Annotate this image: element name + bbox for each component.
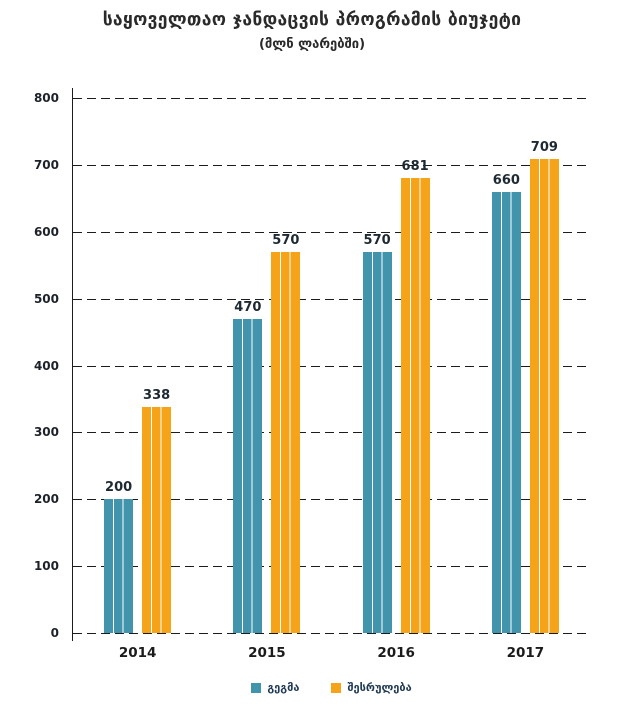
- gridline: [73, 633, 590, 634]
- chart-title: საყოველთაო ჯანდაცვის პროგრამის ბიუჯეტი: [102, 10, 522, 30]
- gridline: [73, 298, 590, 300]
- bar-group-2017: 660 709: [461, 98, 590, 633]
- y-axis-tick-label: 500: [33, 291, 59, 306]
- legend-label: შესრულება: [347, 681, 412, 694]
- x-axis-label: 2014: [118, 645, 157, 661]
- legend-item: გეგმა: [251, 681, 299, 694]
- bar-value-label: 338: [143, 388, 171, 403]
- bar-series-1-2017: 709: [529, 140, 559, 633]
- gridline: [73, 231, 590, 233]
- legend: გეგმა შესრულება: [73, 681, 590, 694]
- y-axis-line: [71, 88, 73, 641]
- bar-value-label: 660: [492, 173, 520, 188]
- y-axis-tick-label: 100: [33, 559, 59, 574]
- bar-group-2014: 200 338: [73, 98, 202, 633]
- bar-groups: 200 338 470 570 570 681 660 709: [73, 98, 590, 633]
- legend-item: შესრულება: [331, 681, 412, 694]
- gridline: [73, 499, 590, 501]
- x-axis-label: 2016: [377, 645, 415, 661]
- gridline: [73, 98, 590, 99]
- x-axis-label: 2015: [248, 645, 286, 661]
- plot-area: 0 100 200 300 400 500 600 700 800 200 338 470 570 57…: [34, 88, 590, 641]
- y-axis-tick-label: 200: [33, 492, 59, 507]
- bar-value-label: 570: [363, 233, 391, 248]
- gridline: [73, 566, 590, 568]
- bar-value-label: 681: [401, 159, 429, 174]
- x-axis-label: 2017: [506, 645, 545, 661]
- bar-value-label: 709: [530, 140, 558, 155]
- y-axis-tick-label: 400: [33, 358, 59, 373]
- legend-swatch-icon: [251, 682, 262, 693]
- bar-value-label: 570: [272, 233, 300, 248]
- bar-series-1-2016: 681: [400, 159, 430, 633]
- bar-value-label: 200: [105, 480, 133, 495]
- gridline: [73, 365, 590, 367]
- y-axis-tick-label: 700: [33, 157, 59, 172]
- gridline: [73, 164, 590, 166]
- bar-series-1-2014: 338: [142, 388, 172, 633]
- y-axis-tick-label: 600: [33, 224, 59, 239]
- chart-subtitle: (მლნ ლარებში): [258, 37, 366, 52]
- bar-group-2016: 570 681: [332, 98, 461, 633]
- y-axis-tick-label: 300: [33, 425, 59, 440]
- bar-value-label: 470: [234, 300, 262, 315]
- bar-series-0-2016: 570: [362, 233, 392, 633]
- bar-group-2015: 470 570: [202, 98, 331, 633]
- bar-series-1-2015: 570: [271, 233, 301, 633]
- y-axis-tick-label: 0: [50, 626, 59, 640]
- legend-label: გეგმა: [267, 681, 300, 694]
- gridline: [73, 432, 590, 434]
- x-axis-labels: 2014 2015 2016 2017: [73, 645, 590, 661]
- bar-series-0-2017: 660: [491, 173, 521, 633]
- bar-series-0-2014: 200: [104, 480, 134, 633]
- bar-series-0-2015: 470: [233, 300, 263, 633]
- y-axis-tick-label: 800: [33, 91, 59, 105]
- legend-swatch-icon: [331, 682, 342, 693]
